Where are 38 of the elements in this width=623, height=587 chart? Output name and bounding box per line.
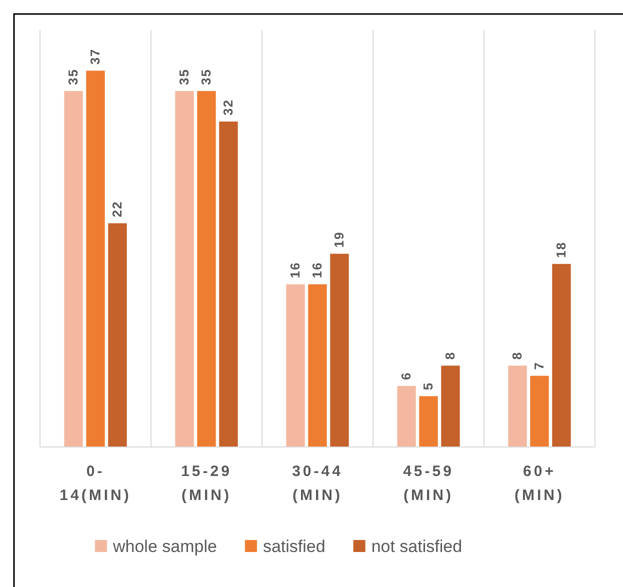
data-label: 35 [66,68,81,86]
bar [86,70,105,447]
data-label: 18 [553,241,568,258]
bar [397,386,416,447]
data-label: 35 [176,68,192,86]
data-label: 8 [442,351,458,360]
data-label: 8 [510,351,525,360]
data-label: 16 [310,262,324,278]
data-label: 7 [532,362,546,370]
bar [286,284,305,447]
bar [197,91,216,447]
data-label: 5 [420,382,436,390]
x-tick-label: 15-29 (MIN) [181,463,232,504]
data-label: 16 [288,262,303,278]
data-label: 6 [398,372,414,380]
bar [530,376,549,447]
x-tick-label: 30-44 (MIN) [292,463,343,504]
data-label: 19 [331,231,346,248]
legend-label: not satisfied [371,537,462,556]
data-label: 32 [220,99,236,116]
legend-label: satisfied [262,537,326,556]
bar [219,122,238,447]
data-label: 22 [109,200,124,218]
bar [508,366,527,447]
bar [552,264,571,447]
legend-label: whole sample [112,537,217,556]
bar [308,284,327,447]
x-tick-label: 60+ (MIN) [514,463,564,504]
bar [175,91,194,447]
data-label: 37 [88,48,102,65]
bar [330,254,349,447]
data-label: 35 [198,68,214,86]
bar [108,223,127,447]
x-tick-label: 45-59 (MIN) [403,463,454,504]
bar [419,396,438,447]
x-tick-label: 0- 14(MIN) [60,463,132,504]
bar [64,91,83,447]
bar [441,366,460,447]
